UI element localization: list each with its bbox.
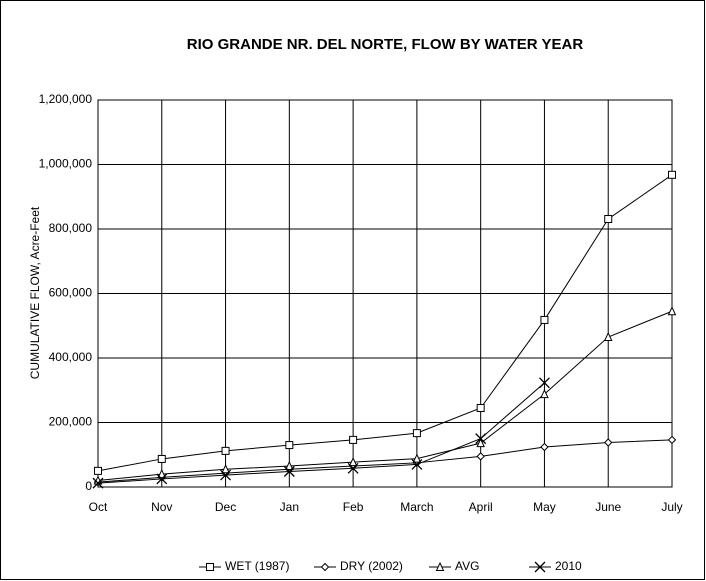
x-tick-label: Oct [89,500,108,514]
x-tick-label: March [400,500,433,514]
x-tick-label: Feb [343,500,364,514]
marker [348,456,358,467]
x-tick-label: July [661,500,682,514]
marker [668,170,676,179]
marker [603,331,613,342]
marker [221,446,230,455]
y-tick-label: 400,000 [49,350,93,364]
legend-marker [206,563,214,571]
y-tick-label: 0 [85,479,92,493]
marker [476,437,485,448]
legend-label: WET (1987) [225,559,289,573]
marker [157,454,166,463]
marker [221,464,230,474]
marker [604,215,613,224]
series-line [97,174,673,472]
marker [476,403,485,412]
marker [540,315,549,324]
marker [349,435,358,444]
marker [538,377,550,389]
marker [540,388,549,399]
legend-label: 2010 [555,559,582,573]
marker [156,473,168,485]
x-tick-label: Nov [151,500,172,514]
marker [220,469,232,481]
legend-label: AVG [455,559,479,573]
series-line [97,382,545,484]
y-tick-label: 1,000,000 [39,157,93,171]
x-tick-label: May [533,500,556,514]
marker [667,306,677,316]
marker [412,453,422,463]
series-line [97,310,673,482]
marker [411,458,423,470]
marker [283,466,295,477]
marker [92,477,104,489]
y-tick-label: 200,000 [49,415,93,429]
marker [476,452,485,461]
marker [285,460,294,471]
y-tick-label: 800,000 [49,221,93,235]
y-tick-label: 1,200,000 [39,92,93,106]
marker [94,466,102,475]
marker [540,442,549,452]
y-axis-label: CUMULATIVE FLOW, Acre-Feet [28,206,42,379]
x-tick-label: Dec [215,500,236,514]
marker [157,468,167,479]
x-tick-label: Jan [280,500,299,514]
legend-label: DRY (2002) [340,559,403,573]
y-tick-label: 600,000 [49,286,93,300]
chart-title: RIO GRANDE NR. DEL NORTE, FLOW BY WATER … [187,36,584,53]
legend-marker [320,562,330,572]
x-tick-label: April [469,500,493,514]
series-line [97,439,673,483]
marker [475,433,487,445]
legend-marker [435,561,445,571]
marker [347,462,359,474]
marker [412,429,421,438]
marker [667,435,677,445]
legend-marker [534,561,546,573]
x-tick-label: June [595,500,621,514]
marker [285,441,294,450]
marker [604,438,613,447]
